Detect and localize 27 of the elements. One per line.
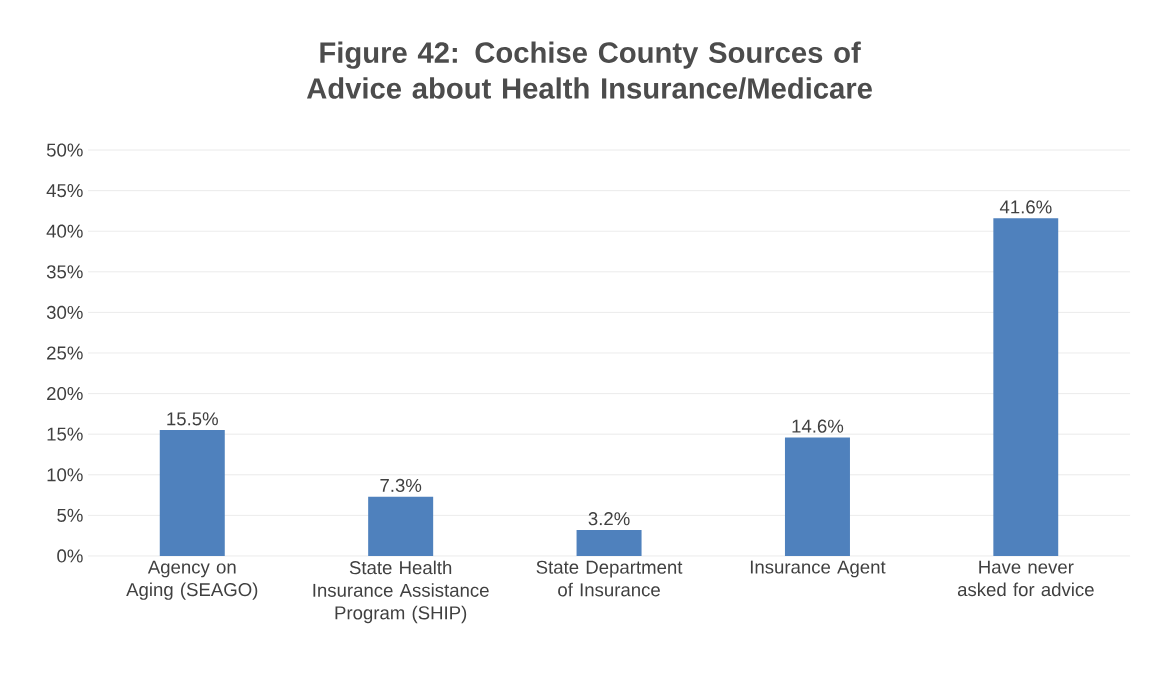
x-tick-label: State Department of Insurance (536, 560, 683, 597)
y-tick-label: 45% (46, 184, 83, 198)
y-tick-label: 0% (57, 549, 83, 563)
y-tick-label: 20% (47, 386, 83, 401)
bar (159, 430, 225, 556)
data-label: 7.3% (380, 478, 422, 492)
y-tick-label: 50% (46, 143, 83, 157)
data-label: 3.2% (588, 512, 630, 526)
x-tick-label: Agency on Aging (SEAGO) (126, 560, 258, 600)
bar (993, 218, 1059, 556)
data-label: 15.5% (167, 412, 218, 426)
data-label: 41.6% (999, 200, 1052, 214)
x-tick-label: Have never asked for advice (957, 560, 1094, 597)
bar (368, 496, 434, 556)
data-label: 14.6% (792, 419, 844, 433)
bar (576, 529, 642, 556)
bar (784, 437, 850, 556)
y-tick-label: 30% (46, 305, 83, 319)
y-tick-label: 25% (47, 346, 83, 360)
x-tick-label: Insurance Agent (750, 560, 886, 578)
y-tick-label: 5% (57, 508, 83, 522)
y-tick-label: 10% (47, 468, 83, 482)
x-tick-label: State Health Insurance Assistance Program (SHIP) (313, 560, 489, 624)
chart-title: Figure 42: Cochise County Sources of Advice about Health Insurance/Medicare (306, 41, 872, 100)
y-tick-label: 15% (47, 427, 83, 441)
y-tick-label: 40% (46, 224, 83, 238)
y-tick-label: 35% (46, 265, 83, 279)
